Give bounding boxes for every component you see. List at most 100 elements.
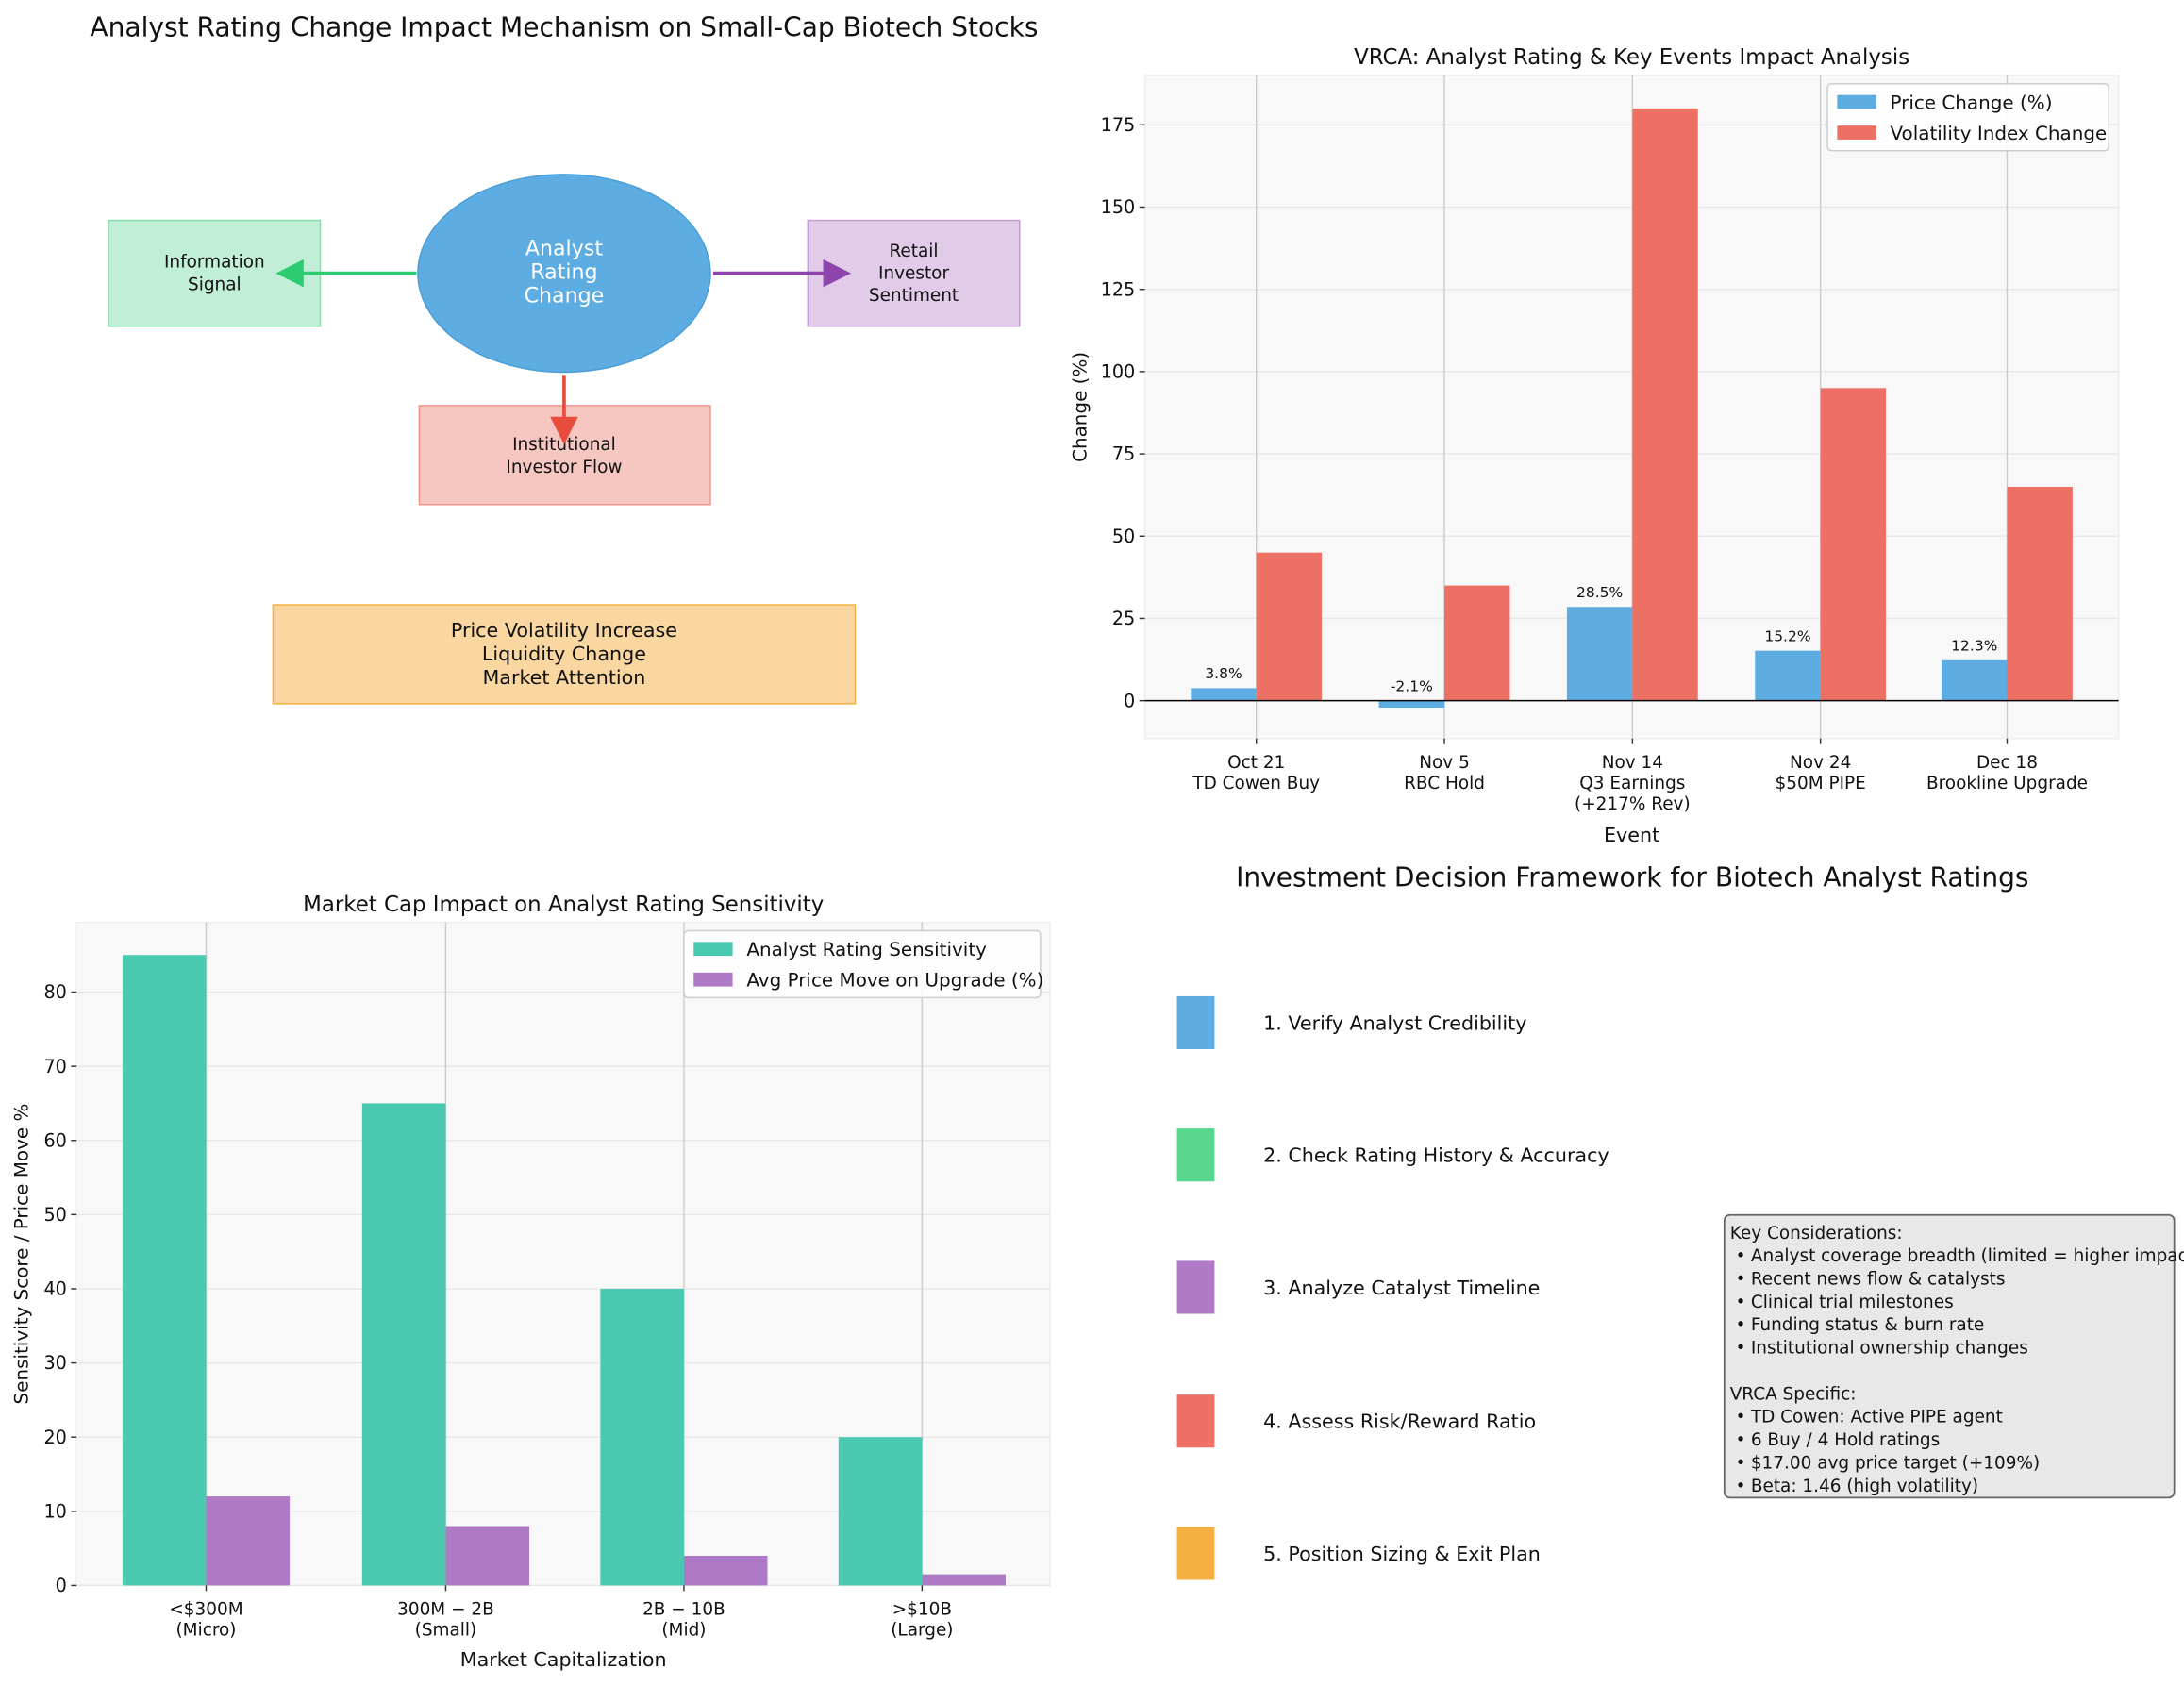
mechanism-diagram: Analyst Rating Change Impact Mechanism o… [90,12,1038,705]
step-marker [1176,1527,1215,1580]
bar-a [1942,659,2008,701]
y-tick-label: 60 [43,1129,66,1151]
x-tick-label: RBC Hold [1404,774,1485,793]
x-tick-label: Nov 5 [1419,753,1470,773]
legend-label: Avg Price Move on Upgrade (%) [746,970,1043,992]
legend [1826,83,2110,152]
y-axis-label: Change (%) [1070,352,1092,462]
bar-b [206,1496,291,1586]
retail-sentiment-label: Retail Investor Sentiment [869,242,959,306]
y-tick-label: 75 [1112,443,1135,465]
x-tick-label: Q3 Earnings [1579,774,1685,793]
outcome-label: Price Volatility Increase Liquidity Chang… [451,619,677,689]
y-tick-label: 80 [43,981,66,1003]
bullet: • [1736,1293,1746,1312]
bar-b [2007,486,2073,701]
bar-b [922,1574,1006,1586]
bullet: • [1736,1339,1746,1359]
x-tick-label: (Mid) [661,1621,706,1641]
legend-label: Analyst Rating Sensitivity [746,939,987,960]
bar-a [1191,688,1257,701]
legend [683,929,1042,999]
y-tick-label: 30 [43,1352,66,1374]
y-tick-label: 10 [43,1500,66,1522]
bar-a [1566,607,1633,701]
legend-swatch [693,942,733,957]
legend-swatch [1837,125,1876,140]
diagram-title: Analyst Rating Change Impact Mechanism o… [90,12,1038,43]
x-tick-label: (+217% Rev) [1575,794,1691,814]
bullet: • [1736,1270,1746,1290]
step-marker [1176,1260,1215,1314]
step-label: 4. Assess Risk/Reward Ratio [1263,1411,1536,1433]
x-tick-label: Nov 24 [1790,753,1851,773]
legend-label: Volatility Index Change [1890,123,2107,144]
x-tick-label: (Micro) [175,1621,236,1641]
x-tick-label: (Small) [415,1621,477,1641]
bullet: • [1736,1246,1746,1266]
vrca-item: 6 Buy / 4 Hold ratings [1751,1430,1940,1450]
considerations-heading: Key Considerations: [1730,1224,1903,1244]
consideration-item: Clinical trial milestones [1751,1293,1954,1312]
bar-a [600,1288,684,1586]
y-tick-label: 50 [1112,526,1135,547]
legend-swatch [1837,94,1876,109]
y-tick-label: 40 [43,1278,66,1300]
step-marker [1176,995,1215,1050]
vrca-events-chart: 0 25 50 75 100 125 150 175 3.8% -2.1% 28.5% 15.2% 12… [1070,45,2120,846]
information-signal-label: Information Signal [164,253,265,295]
bar-a [838,1437,923,1586]
step-label: 1. Verify Analyst Credibility [1263,1011,1526,1034]
bar-a [361,1103,446,1586]
step-label: 3. Analyze Catalyst Timeline [1263,1277,1540,1299]
bar-b [1632,108,1698,701]
step-label: 5. Position Sizing & Exit Plan [1263,1543,1541,1565]
x-tick-label: (Large) [891,1621,953,1641]
chart-title: Market Cap Impact on Analyst Rating Sens… [303,893,824,917]
y-tick-label: 150 [1101,196,1136,218]
x-axis-label: Event [1604,824,1659,846]
vrca-item: TD Cowen: Active PIPE agent [1750,1408,2003,1427]
vrca-item: Beta: 1.46 (high volatility) [1751,1477,1978,1496]
bar-b [683,1555,768,1586]
x-tick-label: >$10B [892,1599,952,1619]
bullet: • [1736,1408,1746,1427]
bar-a [1755,650,1821,701]
framework-title: Investment Decision Framework for Biotec… [1236,861,2028,893]
bar-b [1444,585,1510,701]
x-axis-label: Market Capitalization [460,1648,667,1671]
legend-swatch [693,972,733,987]
bar-value-label: 12.3% [1951,637,1997,654]
y-tick-label: 20 [43,1427,66,1448]
retail-sentiment-box [807,219,1021,327]
x-tick-label: $50M PIPE [1776,774,1866,793]
x-tick-label: Dec 18 [1976,753,2038,773]
legend-label: Price Change (%) [1890,92,2052,113]
x-tick-label: Nov 14 [1602,753,1663,773]
x-tick-label: Oct 21 [1227,753,1285,773]
consideration-item: Analyst coverage breadth (limited = high… [1751,1246,2184,1266]
bar-b [445,1526,530,1586]
step-marker [1176,1128,1215,1182]
vrca-item: $17.00 avg price target (+109%) [1751,1453,2040,1473]
x-tick-label: TD Cowen Buy [1192,774,1320,793]
x-tick-label: 300M − 2B [397,1599,494,1619]
y-tick-label: 0 [56,1575,67,1596]
y-tick-label: 0 [1124,690,1135,711]
bullet: • [1736,1453,1746,1473]
y-tick-label: 100 [1101,361,1136,383]
bar-value-label: 15.2% [1764,627,1810,644]
bullet: • [1736,1477,1746,1496]
bullet: • [1736,1430,1746,1450]
bar-value-label: 28.5% [1576,584,1623,601]
decision-framework: Investment Decision Framework for Biotec… [1176,861,2184,1580]
y-tick-label: 70 [43,1056,66,1077]
bar-a [1378,700,1445,708]
bar-value-label: -2.1% [1391,677,1433,694]
x-tick-label: 2B − 10B [642,1599,725,1619]
bar-a [122,955,207,1586]
x-tick-label: Brookline Upgrade [1926,774,2088,793]
vrca-heading: VRCA Specific: [1730,1384,1857,1404]
